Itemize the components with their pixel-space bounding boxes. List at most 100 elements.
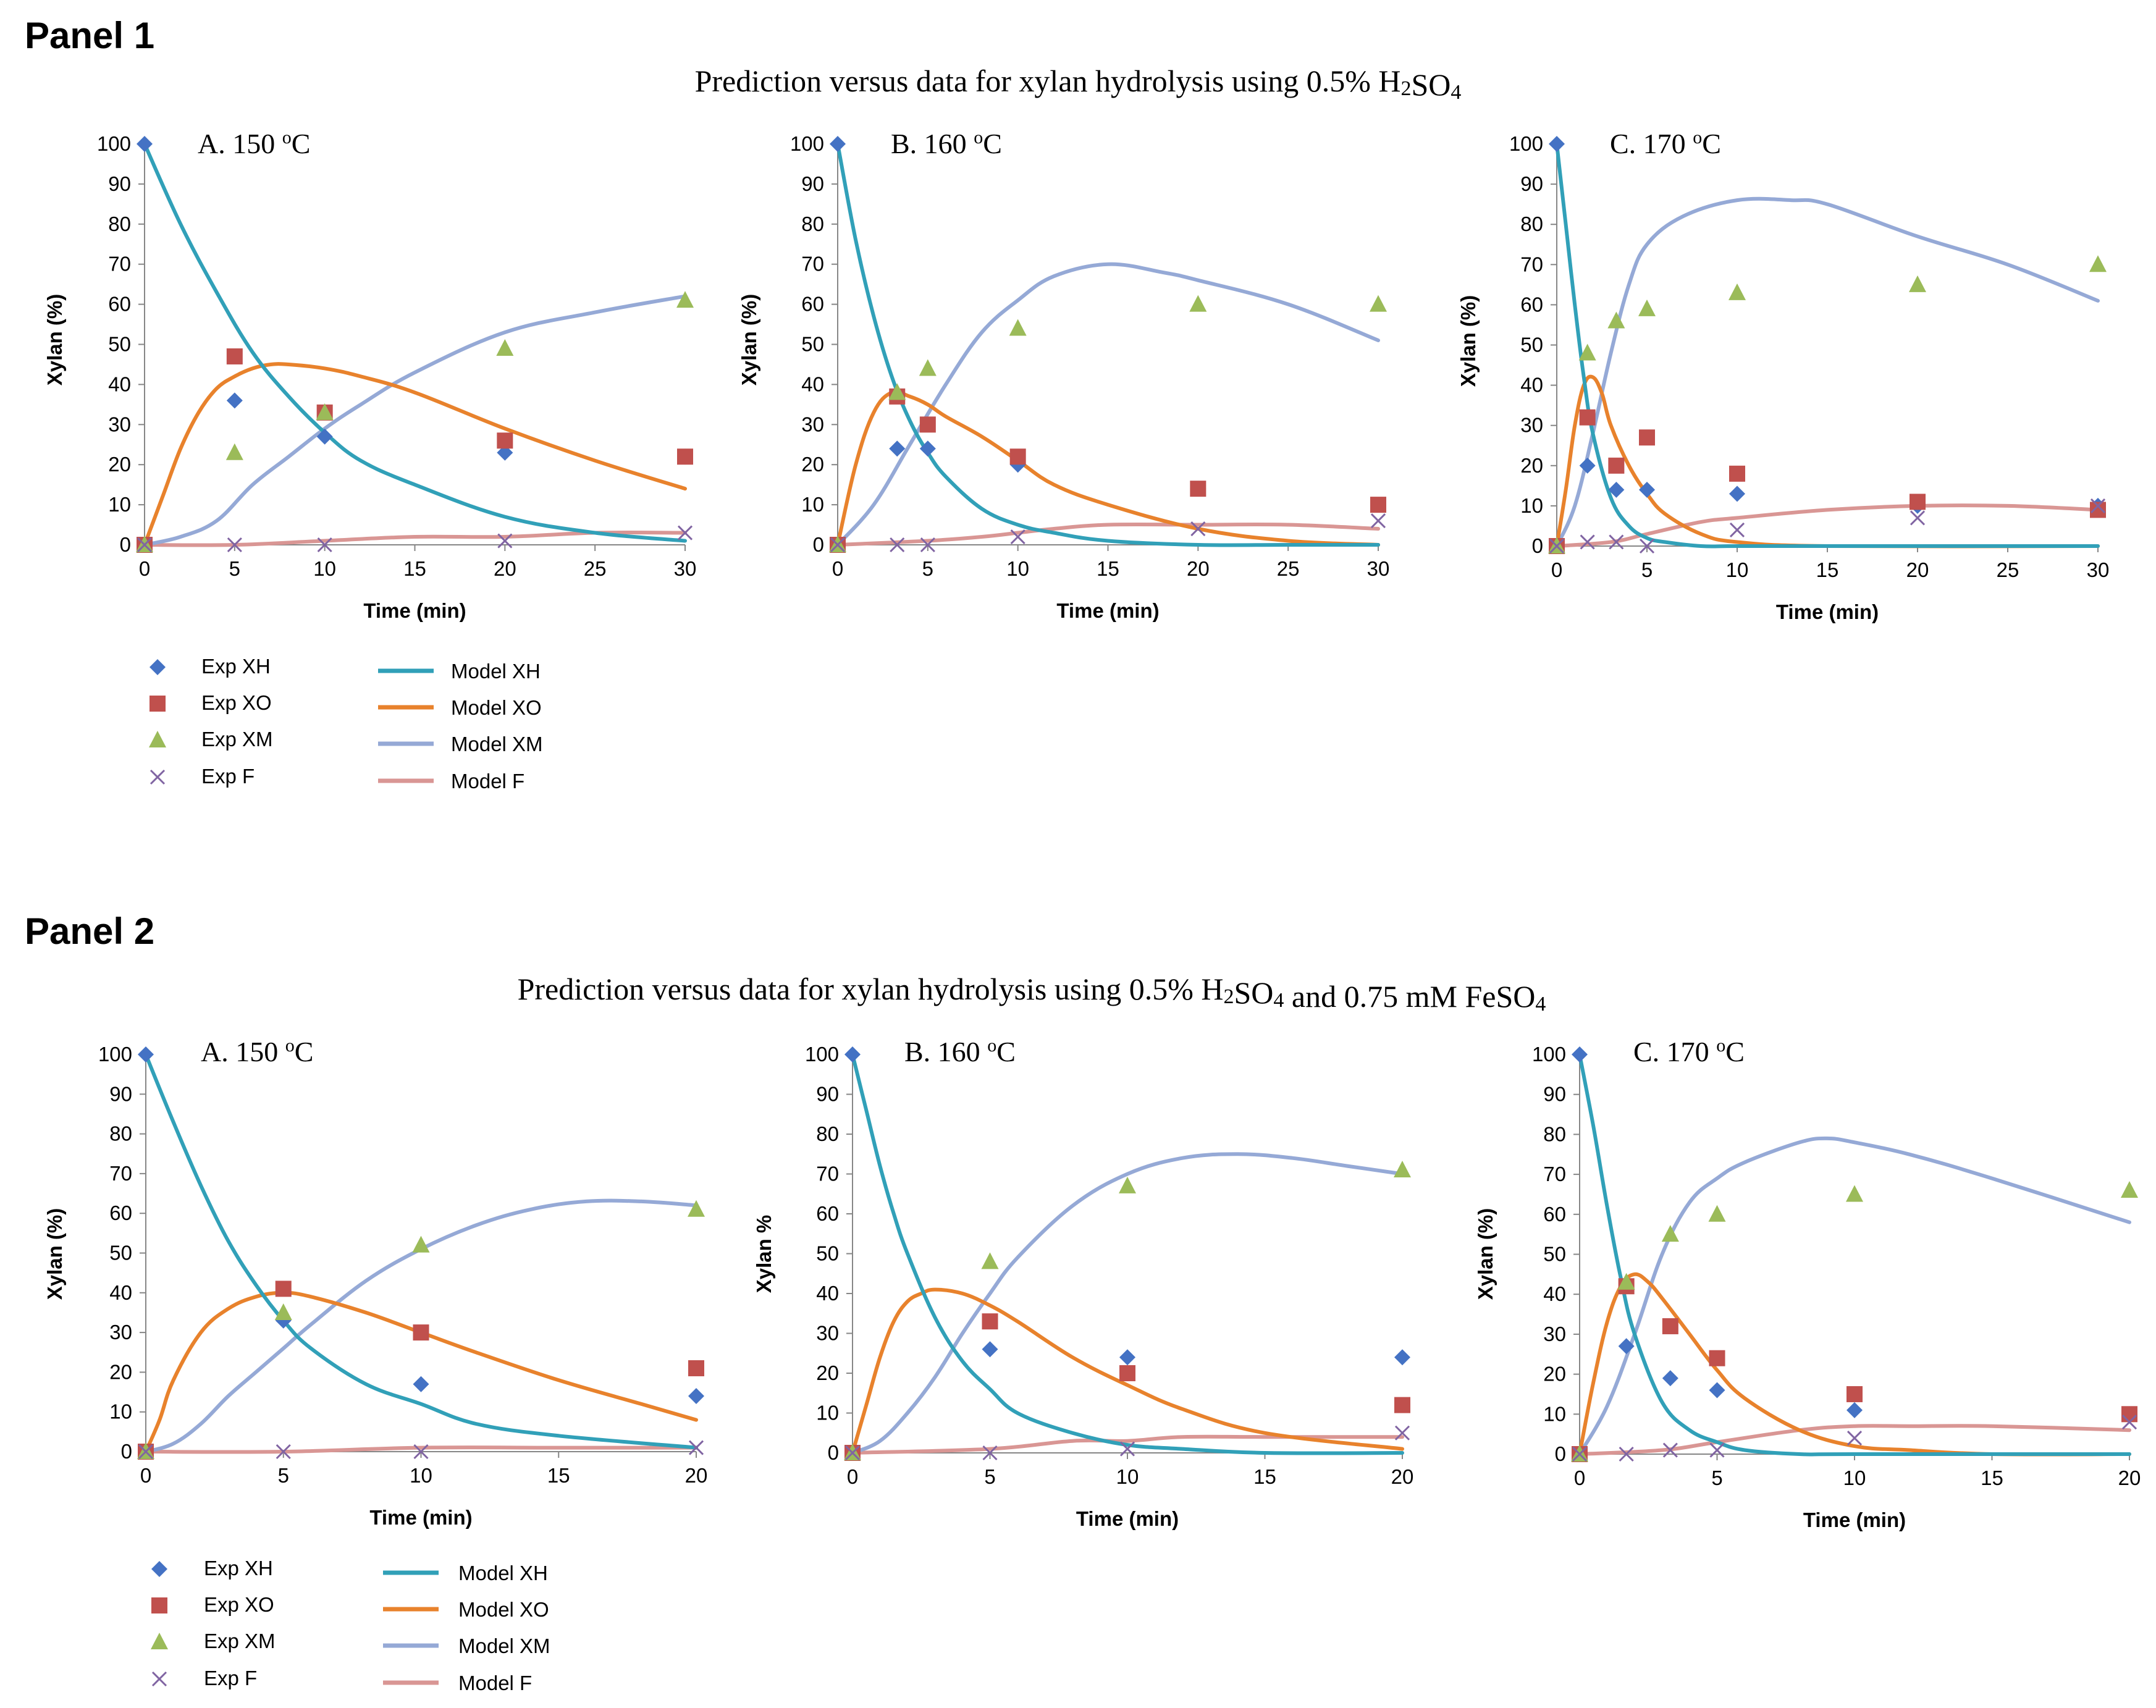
subplot-title: C. 170 oC bbox=[1610, 127, 1721, 159]
exp-xm-point bbox=[496, 339, 514, 356]
model-xo-line bbox=[143, 362, 687, 547]
model-xm-line bbox=[836, 262, 1380, 547]
exp-f-point bbox=[1010, 529, 1025, 545]
y-tick-label: 60 bbox=[1520, 293, 1543, 316]
y-tick-label: 70 bbox=[1520, 253, 1543, 276]
exp-xo-point bbox=[1370, 497, 1386, 513]
exp-xh-point bbox=[889, 440, 906, 457]
exp-xm-point bbox=[1578, 343, 1596, 361]
exp-xm-point bbox=[225, 443, 243, 460]
y-tick-label: 100 bbox=[98, 1043, 132, 1066]
panel-2-legend: Exp XH Exp XO Exp XM Exp F Model XH Mode… bbox=[151, 1557, 550, 1694]
model-xm-line bbox=[143, 294, 687, 547]
model-f-line bbox=[144, 1445, 698, 1454]
y-tick-label: 30 bbox=[816, 1322, 839, 1345]
model-xo-line bbox=[851, 1287, 1404, 1455]
panel-2-label: Panel 2 bbox=[25, 911, 154, 952]
exp-xh-point bbox=[1119, 1349, 1135, 1366]
exp-f-point bbox=[1609, 534, 1624, 550]
x-axis-label: Time (min) bbox=[369, 1506, 472, 1529]
y-tick-label: 20 bbox=[1520, 454, 1543, 477]
y-tick-label: 10 bbox=[816, 1402, 839, 1424]
y-tick-label: 40 bbox=[1520, 374, 1543, 397]
model-xh-line bbox=[1555, 142, 2100, 549]
exp-xo-point bbox=[1910, 494, 1926, 510]
x-tick-label: 25 bbox=[584, 557, 607, 580]
y-tick-label: 0 bbox=[813, 533, 824, 556]
y-tick-label: 40 bbox=[109, 1281, 132, 1304]
exp-xh-point bbox=[1394, 1349, 1410, 1366]
y-tick-label: 90 bbox=[108, 172, 131, 195]
exp-f-point bbox=[1910, 510, 1926, 526]
y-tick-label: 100 bbox=[805, 1043, 839, 1066]
x-tick-label: 30 bbox=[674, 557, 697, 580]
exp-f-point bbox=[1572, 1446, 1588, 1462]
x-tick-label: 25 bbox=[1277, 557, 1300, 580]
y-tick-label: 100 bbox=[1532, 1043, 1566, 1066]
exp-xo-point bbox=[1190, 481, 1206, 497]
exp-xo-point bbox=[226, 348, 243, 364]
y-tick-label: 10 bbox=[1543, 1402, 1566, 1425]
y-tick-label: 30 bbox=[109, 1321, 132, 1344]
y-tick-label: 10 bbox=[109, 1400, 132, 1423]
y-tick-label: 70 bbox=[108, 253, 131, 276]
x-tick-label: 5 bbox=[229, 557, 240, 580]
x-tick-label: 5 bbox=[1711, 1466, 1722, 1489]
exp-xo-point bbox=[1608, 457, 1625, 474]
y-tick-label: 30 bbox=[801, 413, 824, 435]
y-axis-label: Xylan (%) bbox=[43, 294, 66, 386]
exp-xo-point bbox=[1119, 1365, 1135, 1381]
legend-exp-xm: Exp XM bbox=[204, 1630, 276, 1652]
y-tick-label: 10 bbox=[108, 493, 131, 516]
y-tick-label: 90 bbox=[801, 172, 824, 195]
y-tick-label: 30 bbox=[1543, 1323, 1566, 1345]
exp-xh-point bbox=[1846, 1402, 1863, 1418]
legend-exp-f: Exp F bbox=[204, 1667, 257, 1689]
y-tick-label: 40 bbox=[801, 372, 824, 395]
panel-2-chart-a: 0 10 20 30 40 50 60 70 80 90 100 0 5 10 15 20 Time (min)… bbox=[43, 1035, 707, 1529]
exp-xm-point bbox=[1846, 1185, 1863, 1202]
y-tick-label: 40 bbox=[108, 372, 131, 395]
exp-f-point bbox=[920, 537, 935, 553]
y-axis-label: Xylan (%) bbox=[43, 1208, 66, 1300]
exp-xh-point bbox=[1639, 481, 1655, 498]
exp-xo-point bbox=[1579, 409, 1596, 426]
exp-xm-point bbox=[316, 403, 334, 420]
exp-xm-point bbox=[981, 1252, 999, 1269]
exp-f-point bbox=[1709, 1442, 1725, 1458]
exp-xo-point bbox=[2121, 1406, 2137, 1423]
y-tick-label: 50 bbox=[1543, 1243, 1566, 1266]
x-tick-label: 20 bbox=[494, 557, 516, 580]
x-axis-label: Time (min) bbox=[1076, 1507, 1179, 1530]
exp-xh-point bbox=[1608, 481, 1625, 498]
x-tick-label: 5 bbox=[922, 557, 933, 580]
exp-xm-point bbox=[1009, 319, 1027, 336]
model-xo-line bbox=[144, 1290, 698, 1453]
exp-xo-point bbox=[1729, 465, 1745, 482]
legend-model-xh: Model XH bbox=[451, 660, 541, 683]
model-f-line bbox=[1555, 503, 2100, 548]
y-tick-label: 10 bbox=[1520, 494, 1543, 517]
exp-xm-point bbox=[1607, 311, 1625, 329]
x-tick-label: 15 bbox=[1816, 558, 1839, 581]
legend-marker-xh bbox=[149, 659, 166, 675]
x-tick-label: 0 bbox=[847, 1465, 858, 1488]
exp-xo-point bbox=[1846, 1386, 1863, 1402]
y-tick-label: 50 bbox=[109, 1242, 132, 1264]
exp-f-point bbox=[830, 537, 846, 553]
y-tick-label: 90 bbox=[109, 1082, 132, 1105]
model-xm-line bbox=[1555, 196, 2100, 548]
y-tick-label: 70 bbox=[816, 1163, 839, 1185]
y-tick-label: 60 bbox=[801, 293, 824, 316]
exp-xh-point bbox=[688, 1387, 704, 1404]
y-tick-label: 0 bbox=[828, 1441, 839, 1464]
exp-xh-point bbox=[1729, 486, 1745, 502]
x-tick-label: 10 bbox=[1726, 558, 1749, 581]
exp-f-point bbox=[688, 1440, 704, 1455]
x-tick-label: 0 bbox=[140, 1464, 151, 1487]
y-tick-label: 0 bbox=[1555, 1442, 1566, 1465]
x-tick-label: 15 bbox=[547, 1464, 570, 1487]
x-tick-label: 30 bbox=[2087, 558, 2110, 581]
exp-f-point bbox=[2121, 1415, 2137, 1430]
exp-xh-point bbox=[138, 1046, 154, 1062]
